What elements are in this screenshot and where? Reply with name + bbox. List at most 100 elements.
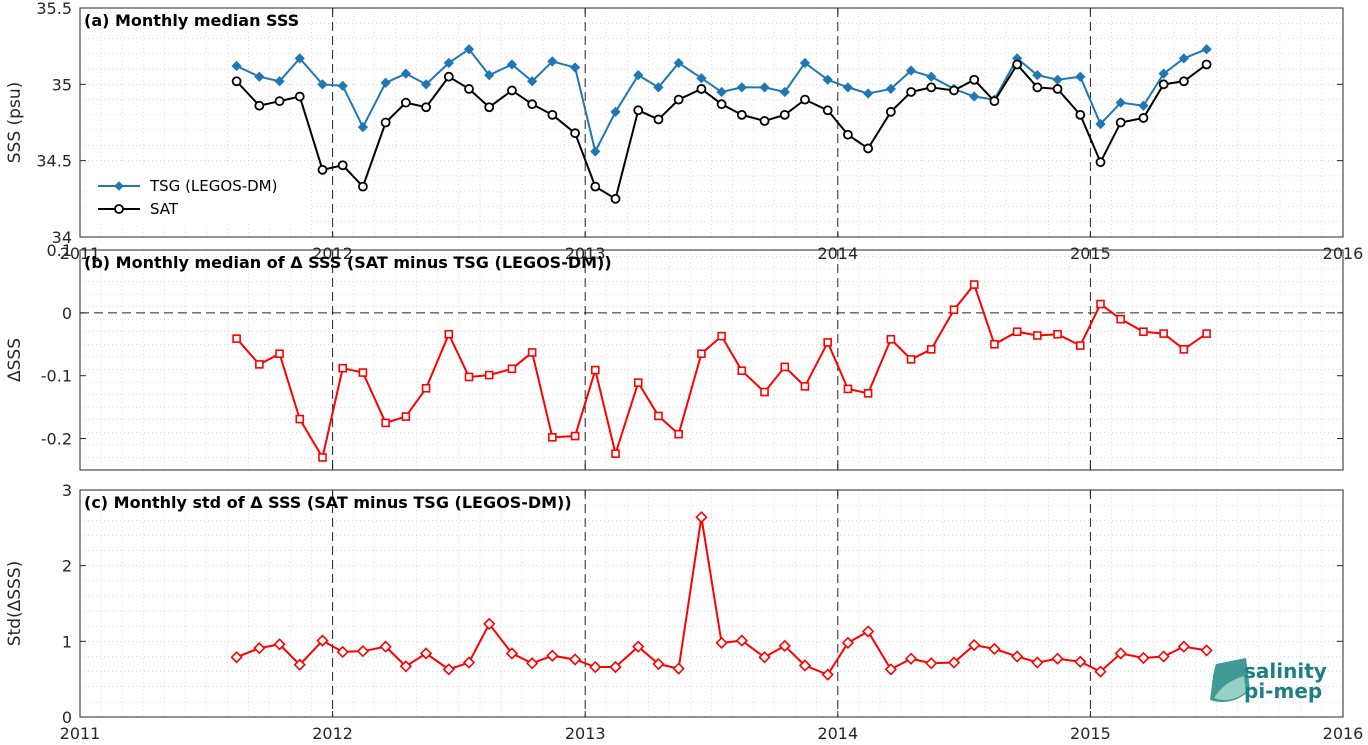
- legend-sat-marker: [114, 204, 124, 214]
- x-tick-label: 2015: [1070, 724, 1111, 743]
- data-point: [590, 146, 601, 157]
- data-point: [464, 372, 474, 382]
- data-point: [990, 339, 999, 349]
- data-point: [633, 70, 644, 81]
- data-point: [779, 109, 790, 120]
- data-point: [358, 368, 368, 377]
- data-point: [338, 363, 348, 373]
- data-point: [1115, 117, 1126, 128]
- data-point: [337, 160, 348, 171]
- data-point: [758, 651, 771, 664]
- data-point: [885, 106, 896, 117]
- data-point: [294, 53, 305, 64]
- data-point: [484, 70, 495, 81]
- data-point: [337, 80, 348, 91]
- data-point: [526, 657, 539, 670]
- data-point: [1115, 97, 1126, 108]
- data-point: [949, 85, 959, 96]
- axes-frame: [79, 249, 1344, 471]
- data-point: [886, 334, 896, 344]
- data-point: [1157, 650, 1170, 663]
- data-point: [778, 639, 791, 653]
- data-point: [1075, 71, 1086, 82]
- axes-frame: [79, 7, 1344, 238]
- data-point: [906, 87, 916, 97]
- data-point: [884, 663, 897, 676]
- panel-title: (c) Monthly std of Δ SSS (SAT minus TSG …: [84, 493, 572, 512]
- data-point: [569, 62, 581, 73]
- data-point: [1138, 100, 1149, 111]
- data-point: [1052, 74, 1063, 85]
- data-point: [231, 60, 242, 72]
- data-point: [821, 668, 834, 681]
- data-point: [1011, 650, 1024, 663]
- data-point: [611, 449, 620, 458]
- data-point: [632, 640, 645, 653]
- y-tick-label: 0: [62, 708, 72, 727]
- data-point: [737, 366, 747, 375]
- data-point: [1200, 644, 1213, 657]
- data-point: [253, 642, 266, 655]
- salinity-pi-mep-logo: salinity pi-mep: [1210, 658, 1327, 703]
- data-point: [254, 71, 265, 82]
- panel-title: (a) Monthly median SSS: [84, 11, 299, 30]
- y-tick-label: 1: [62, 632, 72, 651]
- data-point: [800, 382, 810, 391]
- data-point: [695, 511, 708, 524]
- data-point: [1158, 79, 1169, 90]
- data-point: [275, 349, 284, 359]
- data-point: [547, 109, 558, 120]
- y-tick-label: -0.1: [41, 367, 72, 386]
- data-point: [356, 645, 370, 658]
- data-point: [696, 84, 707, 94]
- data-point: [861, 625, 875, 638]
- data-point: [421, 383, 431, 393]
- data-point: [674, 429, 683, 439]
- data-point: [546, 649, 559, 662]
- data-point: [400, 68, 411, 79]
- data-point: [760, 387, 769, 397]
- data-point: [716, 99, 727, 110]
- axes-frame: [79, 489, 1344, 718]
- data-point: [969, 91, 980, 102]
- logo-text-pimep: pi-mep: [1244, 679, 1322, 703]
- data-point: [507, 85, 517, 96]
- data-point: [969, 280, 979, 289]
- series-1: [231, 59, 1212, 204]
- data-point: [1179, 345, 1189, 354]
- data-point: [590, 181, 601, 192]
- data-point: [293, 658, 306, 671]
- data-point: [484, 370, 494, 380]
- data-point: [633, 105, 644, 116]
- data-point: [358, 181, 368, 192]
- data-point: [672, 662, 685, 675]
- data-point: [294, 91, 305, 102]
- data-point: [1074, 655, 1087, 668]
- data-point: [1138, 113, 1149, 123]
- y-axis-label: ΔSSS: [5, 338, 25, 382]
- data-point: [1114, 647, 1127, 660]
- x-tick-label: 2013: [565, 724, 606, 743]
- y-tick-label: 35.5: [36, 0, 72, 18]
- data-point: [843, 384, 853, 394]
- data-point: [799, 57, 811, 69]
- data-point: [570, 431, 580, 441]
- data-point: [633, 378, 643, 387]
- data-point: [1159, 329, 1168, 338]
- data-point: [1075, 109, 1086, 120]
- data-point: [420, 79, 432, 90]
- data-point: [1137, 651, 1150, 665]
- data-point: [696, 73, 707, 84]
- data-point: [717, 331, 726, 341]
- y-tick-label: 2: [62, 557, 72, 576]
- data-point: [380, 77, 391, 88]
- grid: [80, 489, 1343, 718]
- data-point: [507, 364, 517, 374]
- panel-title: (b) Monthly median of Δ SSS (SAT minus T…: [84, 253, 612, 272]
- data-point: [863, 143, 874, 154]
- data-point: [295, 414, 305, 424]
- legend-sat-label: SAT: [150, 200, 179, 218]
- data-point: [842, 82, 854, 93]
- data-point: [1202, 329, 1211, 338]
- data-point: [548, 433, 557, 442]
